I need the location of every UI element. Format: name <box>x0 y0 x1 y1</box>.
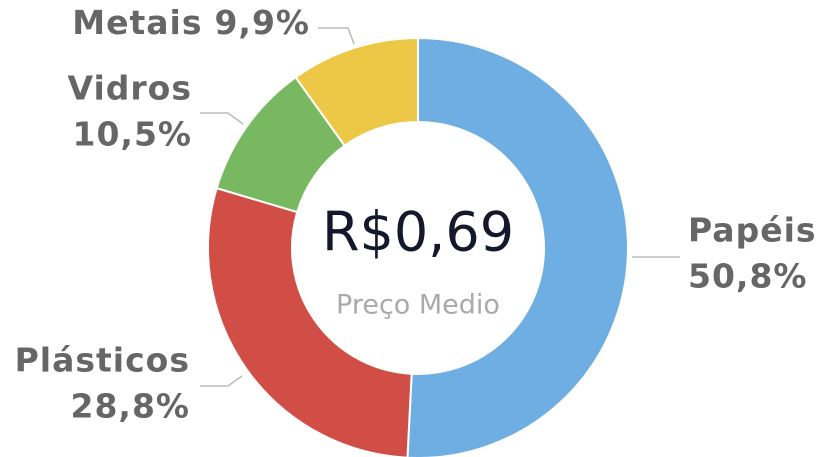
value-label: 28,8% <box>71 387 191 426</box>
value-label: 10,5% <box>73 115 193 154</box>
value-label: 9,9% <box>214 3 310 42</box>
center-label: Preço Medio <box>336 290 500 321</box>
center-value: R$0,69 <box>322 201 514 264</box>
leader-line <box>200 375 243 387</box>
category-label: Metais <box>72 3 202 42</box>
category-label: Papéis <box>688 211 817 250</box>
leader-line <box>318 27 355 45</box>
category-label: Vidros <box>68 69 192 108</box>
slice <box>294 36 419 147</box>
slice <box>207 186 413 457</box>
slice <box>406 36 629 457</box>
slices <box>207 36 629 457</box>
value-label: 50,8% <box>688 257 808 296</box>
slice-label: Metais 9,9% <box>72 3 310 42</box>
leader-line <box>200 112 244 125</box>
category-label: Plásticos <box>15 341 190 380</box>
